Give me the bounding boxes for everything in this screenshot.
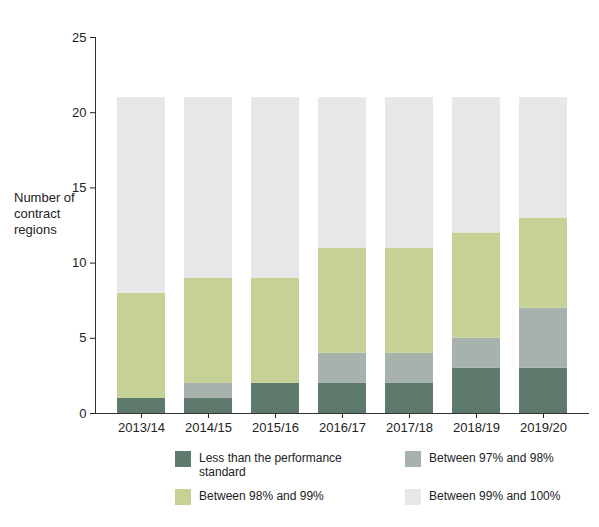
svg-text:2017/18: 2017/18 — [386, 420, 433, 435]
svg-text:0: 0 — [79, 406, 86, 421]
html-text:Between 97% and 98%: Between 97% and 98% — [429, 451, 554, 465]
html-text:Less than the performance stan: Less than the performance standard — [199, 451, 342, 479]
svg-text:25: 25 — [72, 30, 86, 45]
svg-text:2014/15: 2014/15 — [185, 420, 232, 435]
svg-text:20: 20 — [72, 105, 86, 120]
svg-text:2018/19: 2018/19 — [453, 420, 500, 435]
svg-text:2015/16: 2015/16 — [252, 420, 299, 435]
svg-text:2019/20: 2019/20 — [520, 420, 567, 435]
html-text:Between 99% and 100%: Between 99% and 100% — [429, 489, 561, 503]
svg-text:15: 15 — [72, 180, 86, 195]
svg-text:2013/14: 2013/14 — [118, 420, 165, 435]
html-text:Between 98% and 99%: Between 98% and 99% — [199, 489, 324, 503]
svg-text:2016/17: 2016/17 — [319, 420, 366, 435]
html-text:Number of contract regions: Number of contract regions — [14, 190, 75, 237]
svg-text:10: 10 — [72, 255, 86, 270]
svg-text:5: 5 — [79, 330, 86, 345]
